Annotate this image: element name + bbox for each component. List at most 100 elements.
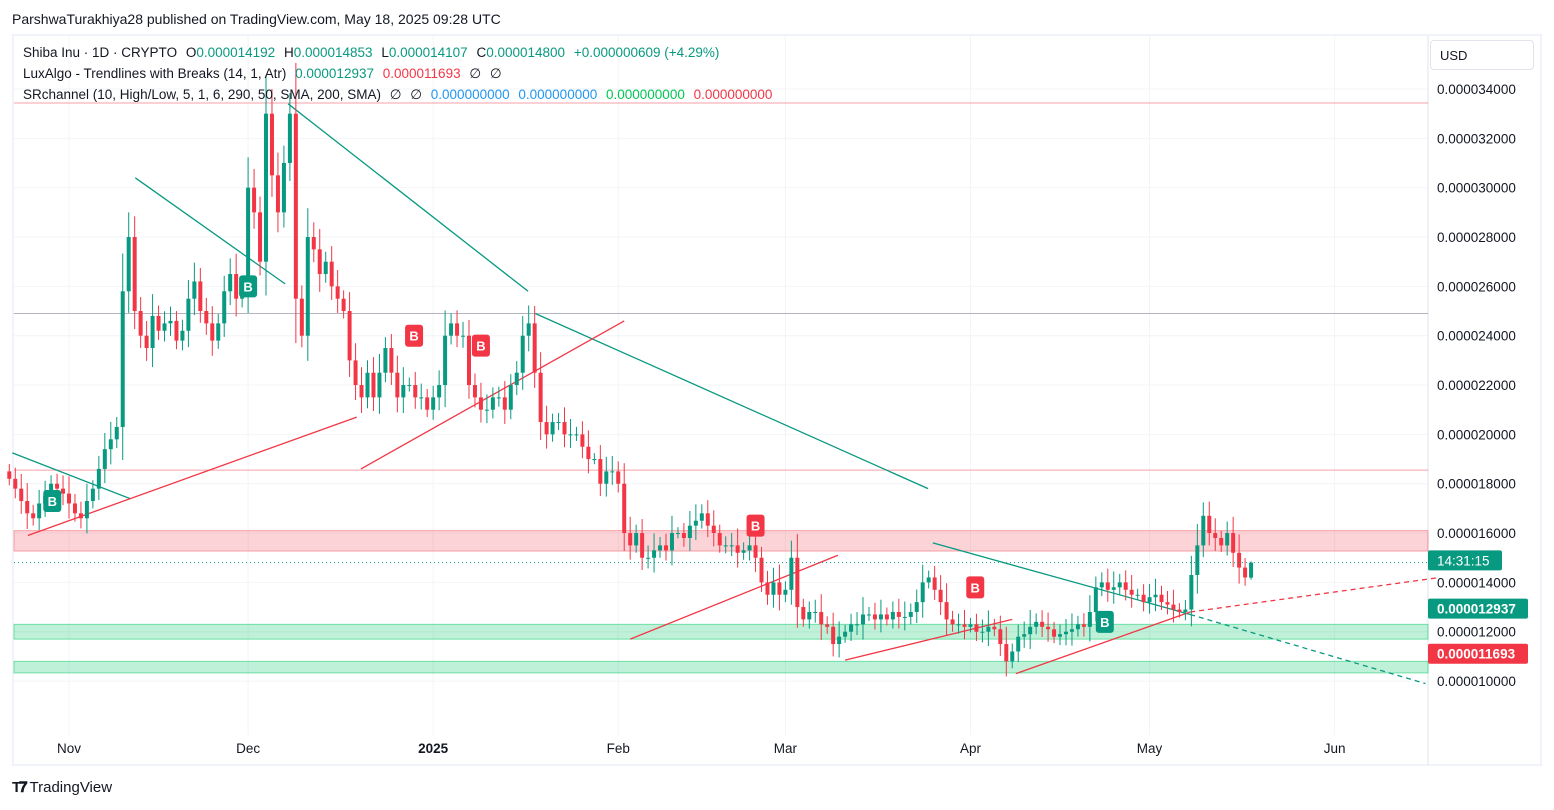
candle-body [246,187,251,287]
candle-body [1129,589,1134,595]
candle-body [610,471,615,473]
candle-body [1249,562,1254,578]
indicator-value: 0.000000000 [606,87,685,102]
close-value: 0.000014800 [486,45,566,60]
trendline-down [134,177,286,285]
break-label-text: B [1100,615,1109,630]
price-tick-label: 0.000034000 [1437,82,1516,97]
candle-body [932,577,937,590]
candle-body [317,249,322,275]
price-tick-label: 0.000010000 [1437,674,1516,689]
candle-body [204,311,209,324]
candle-body [580,434,585,447]
candle-body [1022,634,1027,637]
candle-body [1141,594,1146,603]
time-tick-label: Apr [960,741,982,756]
candle-body [807,612,812,620]
candle-body [1004,644,1009,662]
symbol-name: Shiba Inu · 1D · CRYPTO [23,45,178,60]
time-tick-label: Nov [57,741,81,756]
candle-body [604,471,609,484]
candle-body [287,113,292,164]
break-label-down [966,576,985,599]
candle-body [878,614,883,620]
price-badge-text: 0.000012937 [1437,602,1516,617]
candle-body [359,385,364,398]
candle-body [281,163,286,213]
candle-body [681,533,686,538]
price-tick-label: 0.000024000 [1437,329,1516,344]
candle-body [1147,597,1152,603]
break-label-up [1095,610,1114,633]
time-tick-label: May [1137,741,1163,756]
candle-body [198,281,203,312]
candle-body [759,557,764,583]
candle-body [526,323,531,336]
candle-body [299,298,304,336]
trendline-down [287,103,529,292]
candle-body [508,385,513,410]
candle-body [1016,636,1021,652]
trendline-up [629,554,839,640]
candle-body [974,624,979,632]
time-tick-label: Jun [1324,741,1346,756]
legend-indicator-srchannel[interactable]: SRchannel (10, High/Low, 5, 1, 6, 290, 5… [23,87,777,103]
candle-body [347,311,352,361]
support-zone [13,623,1429,640]
candle-body [1099,582,1104,588]
candle-body [455,323,460,336]
tradingview-logo[interactable]: T𝟕 TradingView [12,779,112,796]
trendline-down [12,452,131,500]
candle-body [735,545,740,553]
candle-body [234,274,239,299]
candle-body [843,631,848,637]
currency-button[interactable]: USD [1430,40,1534,70]
candle-body [186,298,191,331]
candle-body [1177,609,1182,613]
candle-body [484,409,489,411]
candle-body [968,624,973,627]
indicator-name: LuxAlgo - Trendlines with Breaks (14, 1,… [23,66,287,81]
candle-body [461,335,466,337]
break-label-down [471,334,490,357]
legend-indicator-trendlines[interactable]: LuxAlgo - Trendlines with Breaks (14, 1,… [23,66,507,82]
candle-body [741,550,746,553]
candle-body [514,372,519,386]
candle-body [329,261,334,287]
candle-body [592,459,597,461]
candle-body [831,626,836,645]
candle-body [956,624,961,626]
indicator-value: 0.000000000 [518,87,598,102]
candle-body [1183,609,1188,613]
candle-body [520,335,525,373]
candle-body [598,459,603,484]
candle-body [1028,626,1033,635]
candle-body [1237,552,1242,568]
time-tick-label: 2025 [418,741,449,756]
break-label-text: B [971,580,980,595]
price-tick-label: 0.000012000 [1437,625,1516,640]
candle-body [180,330,185,341]
high-value: 0.000014853 [293,45,373,60]
candle-body [693,520,698,526]
candle-body [747,545,752,551]
break-label-text: B [751,519,760,534]
tradingview-logo-icon: T𝟕 [12,779,27,796]
candle-body [795,557,800,608]
candle-body [449,323,454,336]
candle-body [269,113,274,176]
break-label-up [43,489,62,512]
candle-body [490,397,495,410]
low-label: L [381,45,389,60]
candle-body [1189,574,1194,610]
price-tick-label: 0.000016000 [1437,526,1516,541]
candle-body [1219,537,1224,546]
price-tick-label: 0.000022000 [1437,378,1516,393]
indicator-value: 0.000000000 [693,87,773,102]
candle-body [78,513,83,519]
candle-body [174,320,179,341]
candle-body [801,607,806,620]
candle-body [120,291,125,427]
candle-body [305,237,310,336]
